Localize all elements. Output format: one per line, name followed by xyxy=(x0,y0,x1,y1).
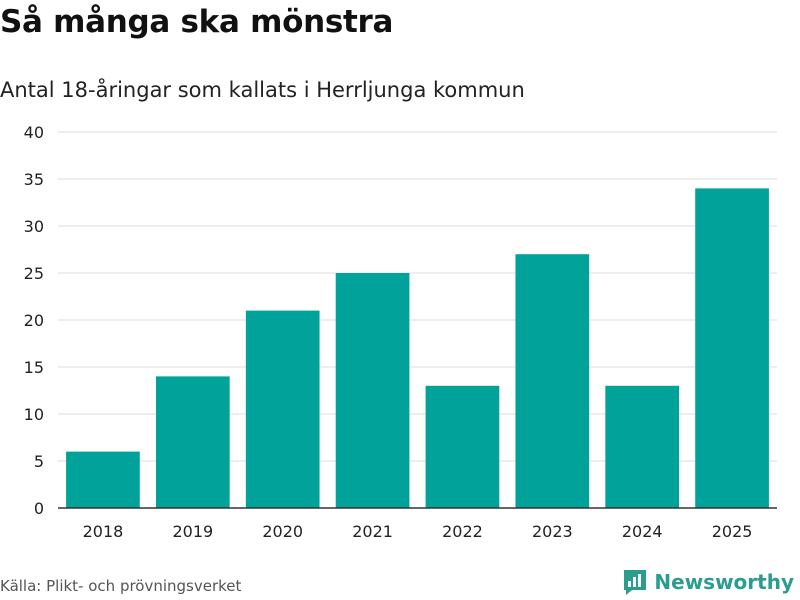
y-tick-label: 0 xyxy=(34,499,44,518)
x-tick-label: 2022 xyxy=(442,522,483,541)
chart-subtitle: Antal 18-åringar som kallats i Herrljung… xyxy=(0,78,525,102)
bar-2024 xyxy=(605,385,680,508)
y-tick-label: 20 xyxy=(24,311,44,330)
brand: Newsworthy xyxy=(622,568,794,596)
y-tick-label: 15 xyxy=(24,358,44,377)
bar-2022 xyxy=(425,385,500,508)
y-axis-ticks: 0 5 10 15 20 25 30 35 40 xyxy=(24,123,44,518)
bar-2018 xyxy=(66,451,140,508)
brand-name: Newsworthy xyxy=(654,570,794,594)
bars xyxy=(66,188,769,508)
x-tick-label: 2024 xyxy=(622,522,663,541)
bar-2020 xyxy=(245,310,320,508)
bar-2021 xyxy=(335,273,410,508)
y-tick-label: 35 xyxy=(24,170,44,189)
x-tick-label: 2025 xyxy=(712,522,753,541)
y-tick-label: 10 xyxy=(24,405,44,424)
grid-lines xyxy=(58,131,777,462)
y-tick-label: 40 xyxy=(24,123,44,142)
x-tick-label: 2018 xyxy=(83,522,124,541)
x-axis-ticks: 2018 2019 2020 2021 2022 2023 2024 2025 xyxy=(83,522,753,541)
source-note: Källa: Plikt- och prövningsverket xyxy=(0,577,242,595)
x-tick-label: 2019 xyxy=(172,522,213,541)
x-tick-label: 2020 xyxy=(262,522,303,541)
y-tick-label: 5 xyxy=(34,452,44,471)
x-tick-label: 2021 xyxy=(352,522,393,541)
chart-title: Så många ska mönstra xyxy=(0,4,394,40)
y-tick-label: 30 xyxy=(24,217,44,236)
bar-2023 xyxy=(515,254,590,508)
newsworthy-logo-icon xyxy=(624,570,647,595)
bar-2025 xyxy=(695,188,769,508)
x-tick-label: 2023 xyxy=(532,522,573,541)
y-tick-label: 25 xyxy=(24,264,44,283)
bar-2019 xyxy=(155,376,230,508)
